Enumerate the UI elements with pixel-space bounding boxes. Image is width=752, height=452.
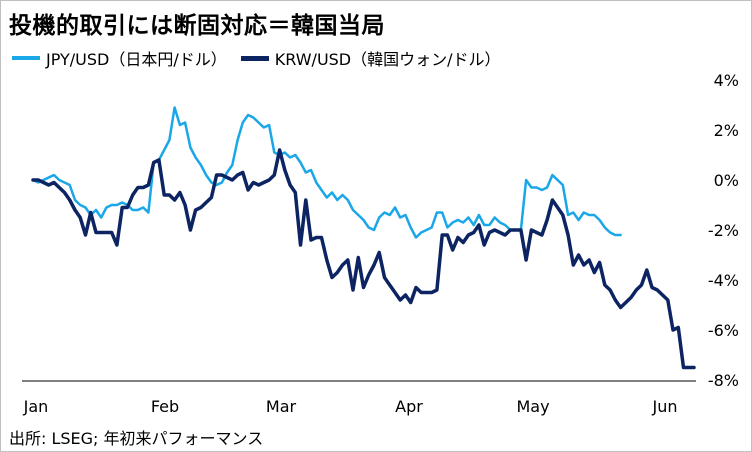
y-tick-label: 0%: [714, 171, 739, 190]
x-tick-label: May: [516, 397, 549, 416]
source-note: 出所: LSEG; 年初来パフォーマンス: [9, 429, 264, 448]
legend: JPY/USD（日本円/ドル） KRW/USD（韓国ウォン/ドル）: [12, 46, 515, 70]
y-axis-ticks: 4% 2% 0% -2% -4% -6% -8%: [708, 71, 739, 390]
x-tick-label: Mar: [266, 397, 297, 416]
legend-item-krw: KRW/USD（韓国ウォン/ドル）: [240, 46, 501, 70]
x-tick-label: Jun: [652, 397, 678, 416]
series-layer: [31, 106, 696, 370]
legend-label-krw: KRW/USD（韓国ウォン/ドル）: [274, 50, 501, 69]
legend-label-jpy: JPY/USD（日本円/ドル）: [46, 50, 227, 69]
series-line-krw: [31, 148, 696, 370]
y-tick-label: -2%: [708, 221, 739, 240]
x-axis-ticks: Jan Feb Mar Apr May Jun: [23, 397, 678, 416]
legend-swatch-krw: [240, 55, 269, 61]
y-tick-label: 4%: [714, 71, 739, 90]
x-tick-label: Jan: [23, 397, 49, 416]
x-tick-label: Feb: [151, 397, 179, 416]
x-tick-label: Apr: [395, 397, 423, 416]
legend-item-jpy: JPY/USD（日本円/ドル）: [12, 46, 227, 70]
legend-swatch-jpy: [12, 56, 40, 60]
chart-title: 投機的取引には断固対応＝韓国当局: [9, 13, 385, 39]
y-tick-label: -4%: [708, 271, 739, 290]
y-tick-label: 2%: [714, 121, 739, 140]
series-line-jpy: [31, 106, 622, 239]
y-tick-label: -8%: [708, 371, 739, 390]
y-tick-label: -6%: [708, 321, 739, 340]
